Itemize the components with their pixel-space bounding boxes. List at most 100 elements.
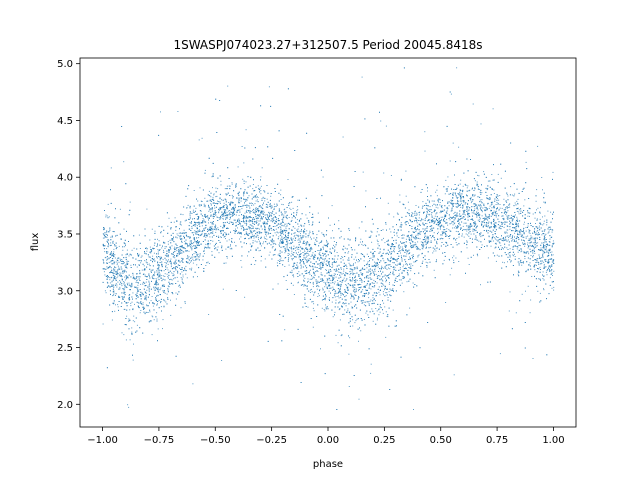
data-point	[369, 300, 371, 302]
data-point	[215, 212, 216, 214]
data-point	[466, 240, 468, 242]
data-point	[379, 311, 381, 313]
data-point	[549, 244, 551, 246]
data-point	[311, 255, 313, 257]
data-point	[506, 207, 508, 209]
data-point	[196, 264, 198, 266]
data-point	[258, 220, 260, 222]
data-point	[543, 201, 545, 203]
data-point	[255, 211, 257, 213]
data-point	[422, 223, 424, 225]
data-point	[489, 226, 491, 228]
data-point	[249, 202, 251, 204]
data-point	[382, 280, 384, 282]
data-point	[376, 275, 378, 277]
data-point	[362, 289, 364, 291]
data-point	[126, 267, 128, 269]
data-point	[493, 220, 495, 222]
data-point	[153, 258, 155, 260]
data-point	[358, 244, 360, 246]
data-point	[288, 217, 290, 218]
data-point	[153, 252, 155, 254]
data-point	[126, 277, 127, 279]
data-point	[249, 202, 251, 204]
data-point	[525, 236, 527, 238]
data-point	[345, 284, 347, 285]
data-point	[451, 207, 453, 209]
data-point	[185, 265, 187, 267]
data-point	[271, 215, 273, 217]
data-point	[450, 216, 452, 218]
data-point	[506, 202, 508, 203]
data-point	[211, 225, 213, 227]
data-point	[385, 267, 387, 269]
data-point	[358, 340, 359, 342]
data-point	[186, 207, 188, 209]
data-point	[538, 225, 540, 227]
data-point	[439, 199, 441, 201]
data-point	[427, 190, 428, 192]
data-point	[393, 246, 395, 248]
data-point	[113, 303, 115, 305]
data-point	[261, 228, 263, 230]
chart-title: 1SWASPJ074023.27+312507.5 Period 20045.8…	[173, 38, 482, 52]
data-point	[111, 272, 113, 273]
data-point	[352, 319, 354, 321]
data-point	[244, 234, 246, 236]
data-point	[527, 242, 529, 244]
data-point	[249, 228, 251, 230]
data-point	[508, 217, 510, 219]
data-point	[550, 211, 552, 213]
data-point	[199, 235, 201, 237]
data-point	[425, 238, 427, 240]
data-point	[102, 233, 104, 235]
data-point	[230, 244, 231, 246]
data-point	[307, 235, 309, 236]
data-point	[264, 200, 266, 202]
data-point	[126, 262, 128, 264]
data-point	[162, 235, 164, 237]
data-point	[402, 266, 404, 268]
data-point	[345, 295, 347, 297]
data-point	[178, 232, 180, 234]
data-point	[514, 232, 516, 234]
data-point	[415, 238, 417, 240]
data-point	[437, 207, 439, 209]
data-point	[490, 204, 492, 206]
data-point	[192, 383, 194, 385]
data-point	[145, 299, 147, 301]
data-point	[216, 195, 218, 197]
data-point	[108, 261, 110, 263]
data-point	[369, 258, 371, 259]
data-point	[354, 281, 356, 283]
data-point	[189, 216, 191, 218]
data-point	[155, 297, 156, 298]
data-point	[437, 221, 439, 223]
data-point	[110, 260, 112, 262]
data-point	[442, 220, 444, 222]
data-point	[339, 288, 341, 290]
data-point	[532, 213, 534, 215]
data-point	[319, 242, 321, 243]
data-point	[326, 280, 328, 282]
data-point	[332, 248, 334, 250]
data-point	[297, 228, 299, 230]
data-point	[308, 224, 310, 226]
data-point	[439, 202, 441, 203]
data-point	[392, 273, 394, 275]
data-point	[128, 285, 130, 287]
data-point	[520, 251, 522, 253]
data-point	[497, 173, 499, 175]
data-point	[225, 232, 227, 234]
data-point	[262, 243, 264, 245]
data-point	[347, 288, 349, 290]
data-point	[354, 268, 356, 270]
data-point	[293, 232, 295, 234]
data-point	[399, 194, 401, 196]
data-point	[430, 237, 432, 239]
data-point	[523, 244, 524, 245]
data-point	[425, 242, 427, 244]
data-point	[524, 199, 526, 201]
data-point	[312, 326, 314, 328]
data-point	[208, 222, 209, 224]
